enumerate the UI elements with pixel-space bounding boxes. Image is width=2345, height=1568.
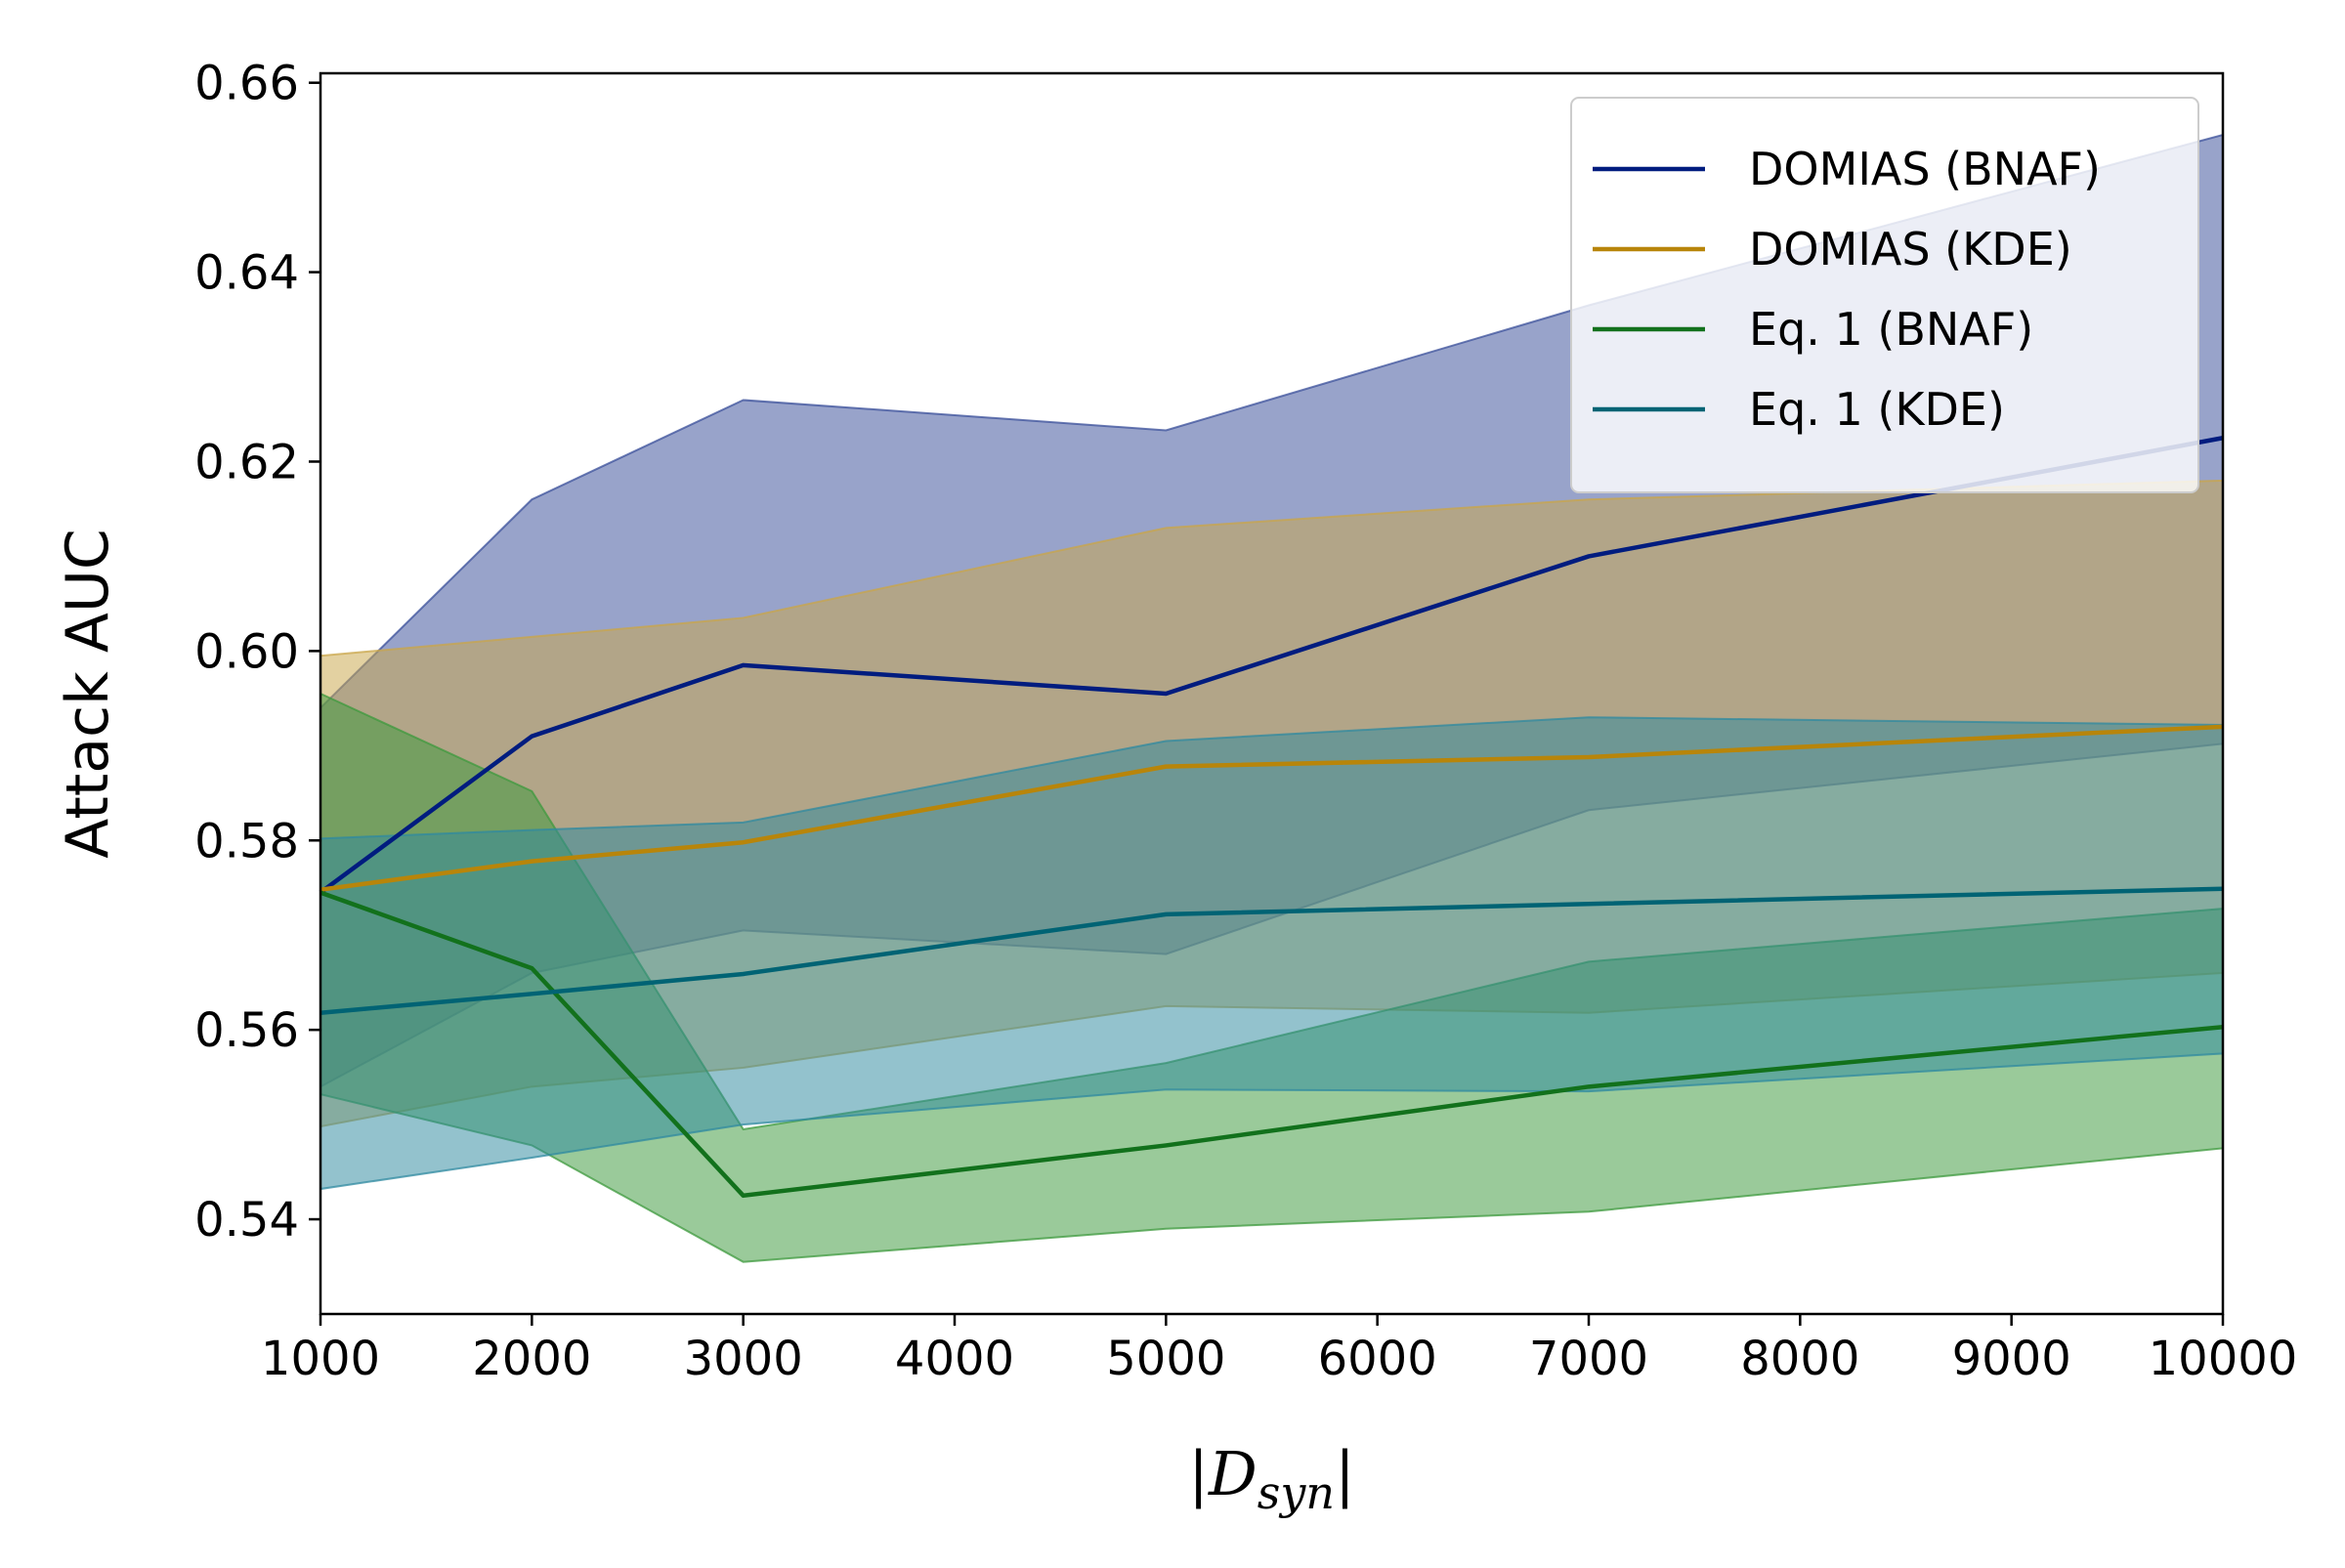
- x-tick-label: 4000: [895, 1332, 1014, 1386]
- y-tick-label: 0.60: [194, 624, 299, 679]
- x-axis-label-subscript: syn: [1258, 1466, 1335, 1519]
- x-axis-label-main: |D: [1188, 1438, 1258, 1509]
- legend-label-domias-bnaf: DOMIAS (BNAF): [1749, 143, 2101, 195]
- x-tick-label: 2000: [472, 1332, 591, 1386]
- x-axis-label: |Dsyn|: [1188, 1438, 1355, 1519]
- y-tick-label: 0.64: [194, 246, 299, 301]
- x-tick-label: 10000: [2149, 1332, 2298, 1386]
- y-tick-label: 0.56: [194, 1003, 299, 1058]
- y-tick-label: 0.54: [194, 1193, 299, 1248]
- legend-box: [1570, 97, 2199, 493]
- y-axis-label: Attack AUC: [54, 529, 122, 858]
- x-axis-label-end: |: [1335, 1438, 1355, 1509]
- legend-label-eq-1-bnaf: Eq. 1 (BNAF): [1749, 303, 2033, 356]
- x-tick-label: 8000: [1740, 1332, 1859, 1386]
- x-tick-label: 5000: [1106, 1332, 1225, 1386]
- y-tick-label: 0.58: [194, 814, 299, 869]
- y-tick-label: 0.66: [194, 57, 299, 111]
- x-tick-label: 9000: [1952, 1332, 2071, 1386]
- y-axis-ticks: 0.54 0.56 0.58 0.60 0.62 0.64 0.66: [194, 57, 320, 1248]
- legend-label-domias-kde: DOMIAS (KDE): [1749, 223, 2072, 275]
- x-tick-label: 6000: [1318, 1332, 1437, 1386]
- line-eq-1-bnaf: [320, 890, 2224, 1199]
- legend: DOMIAS (BNAF) DOMIAS (KDE) Eq. 1 (BNAF) Eq.…: [1570, 97, 2199, 493]
- x-axis-ticks: 1000 2000 3000 4000 5000 6000 7000 8000 9000 1000…: [261, 1314, 2297, 1386]
- series-lines: [319, 436, 2224, 1199]
- line-eq-1-kde: [320, 886, 2224, 1015]
- x-tick-label: 1000: [261, 1332, 380, 1386]
- legend-label-eq-1-kde: Eq. 1 (KDE): [1749, 383, 2005, 436]
- line-domias-bnaf: [319, 436, 2224, 895]
- y-tick-label: 0.62: [194, 435, 299, 489]
- x-tick-label: 7000: [1529, 1332, 1648, 1386]
- x-tick-label: 3000: [684, 1332, 803, 1386]
- plot-frame: [319, 71, 2225, 1316]
- line-domias-kde: [320, 724, 2224, 892]
